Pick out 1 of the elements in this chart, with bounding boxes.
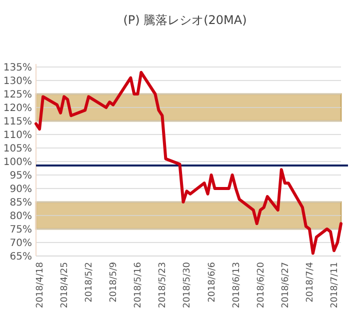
title: (P) 騰落レシオ(20MA) <box>123 13 247 27</box>
